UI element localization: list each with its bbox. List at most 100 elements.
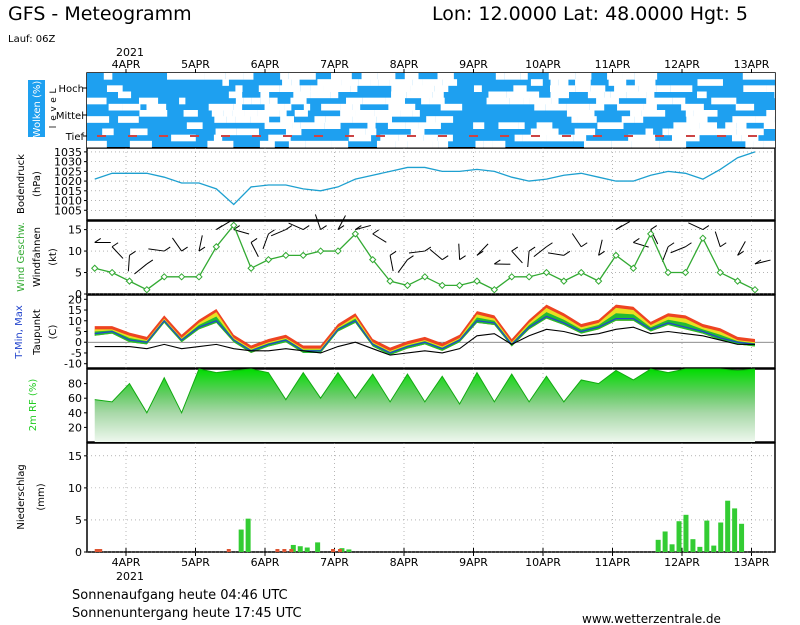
wind-point — [386, 277, 394, 285]
low-cloud-mark — [376, 135, 385, 137]
cloud-gap — [626, 91, 647, 99]
wind-barb-flag — [355, 225, 362, 231]
precip-bar — [662, 531, 668, 552]
cloud-level-label: Hoch — [59, 84, 84, 95]
wind-barb-flag — [459, 255, 466, 261]
precip-bar — [315, 542, 321, 552]
cloud-gap — [350, 85, 358, 92]
cloud-gap — [325, 116, 353, 123]
cloud-gap — [341, 79, 359, 86]
precip-trace — [282, 549, 287, 552]
wind-barb — [111, 246, 124, 259]
wind-barb-flag — [650, 225, 658, 231]
wind-point — [525, 273, 533, 281]
cloud-label-box — [28, 80, 45, 137]
wind-barb — [314, 214, 322, 230]
cloud-gap — [513, 85, 527, 92]
precip-trace — [289, 549, 294, 552]
cloud-gap — [743, 85, 767, 92]
cloud-gap — [426, 116, 436, 123]
precip-bar — [725, 500, 731, 552]
precip-bar — [739, 523, 745, 552]
cloud-gap — [548, 73, 576, 80]
wind-point — [230, 221, 238, 230]
cloud-gap — [300, 85, 311, 92]
wind-barb — [397, 259, 408, 273]
date-label-bottom: 5APR — [181, 556, 210, 569]
cloud-gap — [607, 73, 623, 80]
y-tick-label: 20 — [68, 293, 82, 306]
wind-barb-flag — [563, 250, 571, 256]
website-link[interactable]: www.wetterzentrale.de — [582, 612, 721, 625]
cloud-gap — [671, 134, 700, 142]
wind-barb-flag — [494, 259, 501, 265]
low-cloud-mark — [252, 135, 261, 137]
cloud-gap — [774, 73, 775, 80]
precip-bar — [697, 546, 703, 552]
cloud-gap — [330, 91, 339, 99]
precip-bar — [655, 539, 661, 552]
wind-point — [299, 251, 307, 260]
precip-trace — [226, 549, 231, 552]
y-tick-label: 1020 — [54, 175, 82, 188]
cloud-gap — [321, 103, 341, 111]
wind-barb — [458, 243, 461, 260]
wind-barb — [288, 222, 304, 231]
wind-point — [612, 251, 620, 260]
cloud-gap — [235, 116, 251, 123]
y-tick-label: 1025 — [54, 165, 82, 178]
wind-barb — [337, 215, 346, 230]
cloud-gap — [685, 110, 694, 117]
date-label-bottom: 8APR — [390, 556, 419, 569]
y-tick-label: 1030 — [54, 156, 82, 169]
cloud-gap — [520, 73, 528, 80]
cloud-gap — [566, 103, 590, 111]
wind-point — [699, 234, 707, 242]
precip-trace — [94, 549, 99, 552]
wind-barb-flag — [407, 255, 414, 261]
cloud-gap — [118, 91, 132, 99]
cloud-gap — [546, 134, 574, 142]
cloud-gap — [389, 79, 413, 86]
cloud-gap — [244, 110, 258, 117]
wind-barb — [134, 263, 148, 275]
wind-point — [125, 277, 134, 285]
cloud-gap — [355, 110, 375, 117]
cloud-gap — [146, 103, 167, 111]
cloud-gap — [530, 79, 543, 86]
cloud-gap — [410, 85, 435, 92]
y-tick-label: 80 — [68, 378, 82, 391]
cloud-gap — [437, 134, 453, 142]
cloud-gap — [305, 140, 332, 148]
cloud-gap — [207, 140, 234, 148]
cloud-gap — [370, 79, 379, 86]
low-cloud-mark — [624, 135, 633, 137]
date-label-top: 12APR — [664, 58, 700, 71]
cloud-gap — [596, 97, 619, 105]
cloud-gap — [621, 116, 635, 123]
cloud-gap — [222, 79, 229, 86]
wind-barb — [262, 233, 269, 250]
cloud-gap — [566, 110, 595, 117]
cloud-gap — [213, 134, 223, 142]
cloud-gap — [258, 85, 280, 92]
wind-point — [438, 281, 446, 290]
precip-trace — [275, 549, 280, 552]
cloud-gap — [236, 128, 259, 136]
temp-band-green — [94, 312, 755, 356]
cloud-gap — [558, 79, 569, 86]
cloud-gap — [429, 97, 445, 105]
cloud-gap — [380, 134, 399, 142]
y-tick-label: 5 — [75, 267, 82, 280]
y-tick-label: 5 — [75, 514, 82, 527]
wind-barb — [198, 235, 203, 252]
wind-barb-flag — [546, 242, 553, 248]
cloud-gap — [495, 73, 505, 80]
cloud-gap — [243, 73, 254, 80]
wind-point — [577, 268, 585, 277]
title: GFS - Meteogramm — [8, 3, 192, 25]
cloud-gap — [324, 122, 341, 129]
cloud-gap — [293, 91, 311, 99]
cloud-gap — [269, 97, 278, 105]
wind-barb-flag — [441, 255, 449, 261]
